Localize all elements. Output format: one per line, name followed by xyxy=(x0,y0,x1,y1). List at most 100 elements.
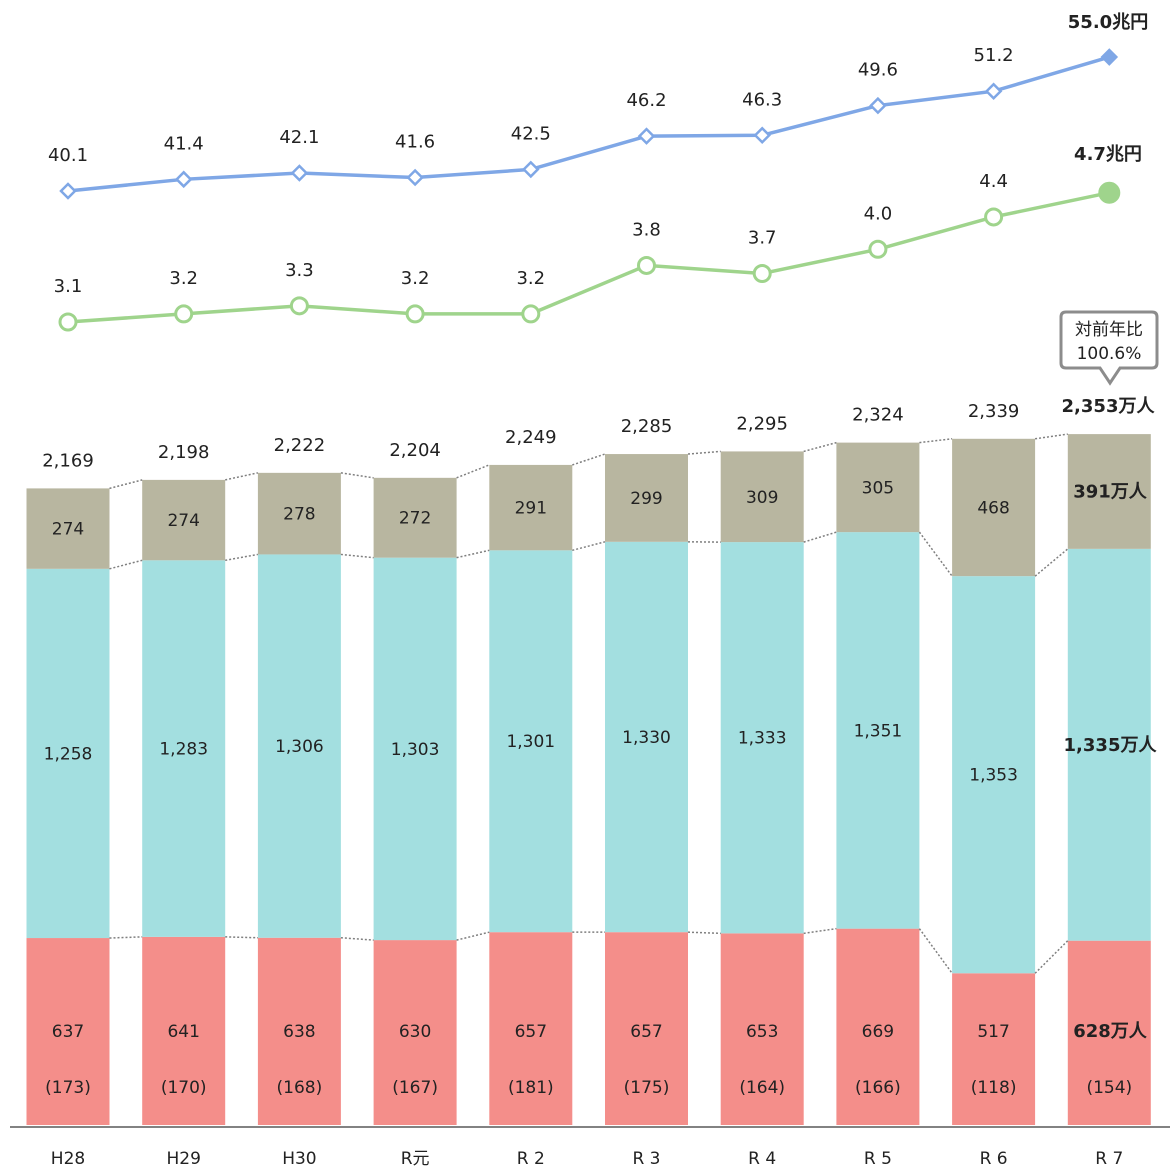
segment-label-2-9: 391万人 xyxy=(1073,481,1148,502)
line-label-1-9: 4.7兆円 xyxy=(1074,144,1142,165)
x-tick-9: R 7 xyxy=(1095,1149,1123,1169)
line-label-0-7: 49.6 xyxy=(858,60,898,81)
line-marker-1-2 xyxy=(289,296,309,316)
bar-segment-0-8 xyxy=(952,973,1036,1125)
connector-2-1 xyxy=(225,553,259,562)
segment-label-1-3: 1,303 xyxy=(391,740,440,760)
total-label-9: 2,353万人 xyxy=(1062,396,1156,417)
line-label-0-1: 41.4 xyxy=(164,133,204,154)
segment-sublabel-6: (164) xyxy=(739,1078,785,1098)
connector-1-7 xyxy=(918,928,953,974)
total-label-8: 2,339 xyxy=(968,401,1020,422)
segment-label-2-4: 291 xyxy=(515,499,547,519)
line-marker-1-7 xyxy=(868,239,888,259)
connector-2-4 xyxy=(572,541,606,552)
line-marker-1-9 xyxy=(1098,181,1121,204)
segment-label-1-7: 1,351 xyxy=(854,721,903,741)
x-tick-0: H28 xyxy=(51,1149,85,1169)
total-label-0: 2,169 xyxy=(42,450,94,471)
line-label-0-5: 46.2 xyxy=(626,90,666,111)
bar-layer xyxy=(26,434,1151,1125)
total-label-1: 2,198 xyxy=(158,442,210,463)
bar-segment-1-0 xyxy=(26,568,110,939)
segment-label-2-1: 274 xyxy=(167,511,199,531)
connector-2-6 xyxy=(803,531,837,543)
x-tick-3: R元 xyxy=(401,1149,430,1169)
line-marker-0-1 xyxy=(174,170,193,189)
x-tick-5: R 3 xyxy=(632,1149,660,1169)
x-tick-1: H29 xyxy=(166,1149,200,1169)
segment-label-1-1: 1,283 xyxy=(159,740,208,760)
line-marker-1-0 xyxy=(58,312,78,332)
line-label-0-8: 51.2 xyxy=(974,45,1014,66)
segment-label-1-0: 1,258 xyxy=(44,744,93,764)
line-marker-0-9 xyxy=(1100,48,1119,66)
bar-segment-0-7 xyxy=(836,928,920,1125)
line-series-1 xyxy=(67,191,1110,324)
connector-1-3 xyxy=(456,931,490,941)
line-label-0-2: 42.1 xyxy=(279,127,319,148)
segment-label-2-8: 468 xyxy=(977,498,1009,518)
connector-1-5 xyxy=(687,931,721,935)
bar-segment-1-1 xyxy=(142,560,226,937)
bar-segment-1-9 xyxy=(1067,548,1151,941)
bar-segment-1-8 xyxy=(952,576,1036,974)
bar-segment-2-0 xyxy=(26,488,110,569)
bar-segment-0-9 xyxy=(1067,940,1151,1125)
total-label-6: 2,295 xyxy=(736,413,788,434)
segment-sublabel-3: (167) xyxy=(392,1078,438,1098)
bar-segment-2-7 xyxy=(836,442,920,533)
total-label-5: 2,285 xyxy=(621,416,673,437)
total-label-4: 2,249 xyxy=(505,427,557,448)
total-label-7: 2,324 xyxy=(852,405,904,426)
line-series-0 xyxy=(67,55,1110,193)
segment-label-0-1: 641 xyxy=(167,1022,199,1042)
connector-1-0 xyxy=(109,936,143,939)
segment-label-2-5: 299 xyxy=(630,489,662,509)
connector-3-3 xyxy=(456,464,490,479)
segment-label-0-8: 517 xyxy=(977,1022,1009,1042)
connector-2-2 xyxy=(340,553,374,559)
bar-segment-2-2 xyxy=(257,472,341,555)
bar-segment-2-3 xyxy=(373,477,457,558)
bar-segment-2-8 xyxy=(952,438,1036,577)
total-label-2: 2,222 xyxy=(274,435,326,456)
callout-line2: 100.6% xyxy=(1077,344,1142,364)
segment-label-2-3: 272 xyxy=(399,509,431,529)
segment-label-0-9: 628万人 xyxy=(1073,1021,1148,1042)
segment-label-0-6: 653 xyxy=(746,1022,778,1042)
bar-segment-0-6 xyxy=(720,933,804,1125)
connector-3-4 xyxy=(572,453,606,466)
x-tick-8: R 6 xyxy=(980,1149,1008,1169)
line-label-1-5: 3.8 xyxy=(632,219,661,240)
bar-segment-0-5 xyxy=(605,932,688,1125)
bar-segment-1-5 xyxy=(605,541,688,933)
segment-label-0-2: 638 xyxy=(283,1022,315,1042)
line-label-1-0: 3.1 xyxy=(54,276,83,297)
connector-1-6 xyxy=(803,927,837,935)
line-marker-1-3 xyxy=(405,304,425,324)
line-marker-1-4 xyxy=(521,304,541,324)
line-label-1-7: 4.0 xyxy=(864,203,893,224)
line-layer: 40.1 41.4 42.1 41.6 42.5 46.2 46.3 49.6 51.2 55.0… xyxy=(48,12,1148,332)
line-label-1-1: 3.2 xyxy=(169,268,198,289)
segment-label-0-4: 657 xyxy=(515,1022,547,1042)
connector-layer xyxy=(109,433,1069,974)
segment-label-1-4: 1,301 xyxy=(506,732,555,752)
segment-sublabel-9: (154) xyxy=(1086,1078,1132,1098)
bar-segment-1-2 xyxy=(257,554,341,938)
bar-segment-1-3 xyxy=(373,557,457,941)
line-marker-0-5 xyxy=(637,127,656,145)
line-label-1-8: 4.4 xyxy=(979,171,1008,192)
total-label-3: 2,204 xyxy=(389,440,441,461)
bar-segment-0-4 xyxy=(489,932,573,1125)
bar-segment-0-3 xyxy=(373,940,457,1125)
connector-3-2 xyxy=(340,472,374,479)
tick-layer: H28 H29 H30 R元 R 2 R 3 R 4 R 5 R 6 R 7 xyxy=(51,1149,1124,1169)
line-marker-0-4 xyxy=(522,160,540,179)
connector-3-5 xyxy=(687,450,721,455)
line-label-0-3: 41.6 xyxy=(395,132,435,153)
line-marker-0-0 xyxy=(59,182,77,200)
connector-3-6 xyxy=(803,441,837,453)
line-label-1-2: 3.3 xyxy=(285,260,314,281)
